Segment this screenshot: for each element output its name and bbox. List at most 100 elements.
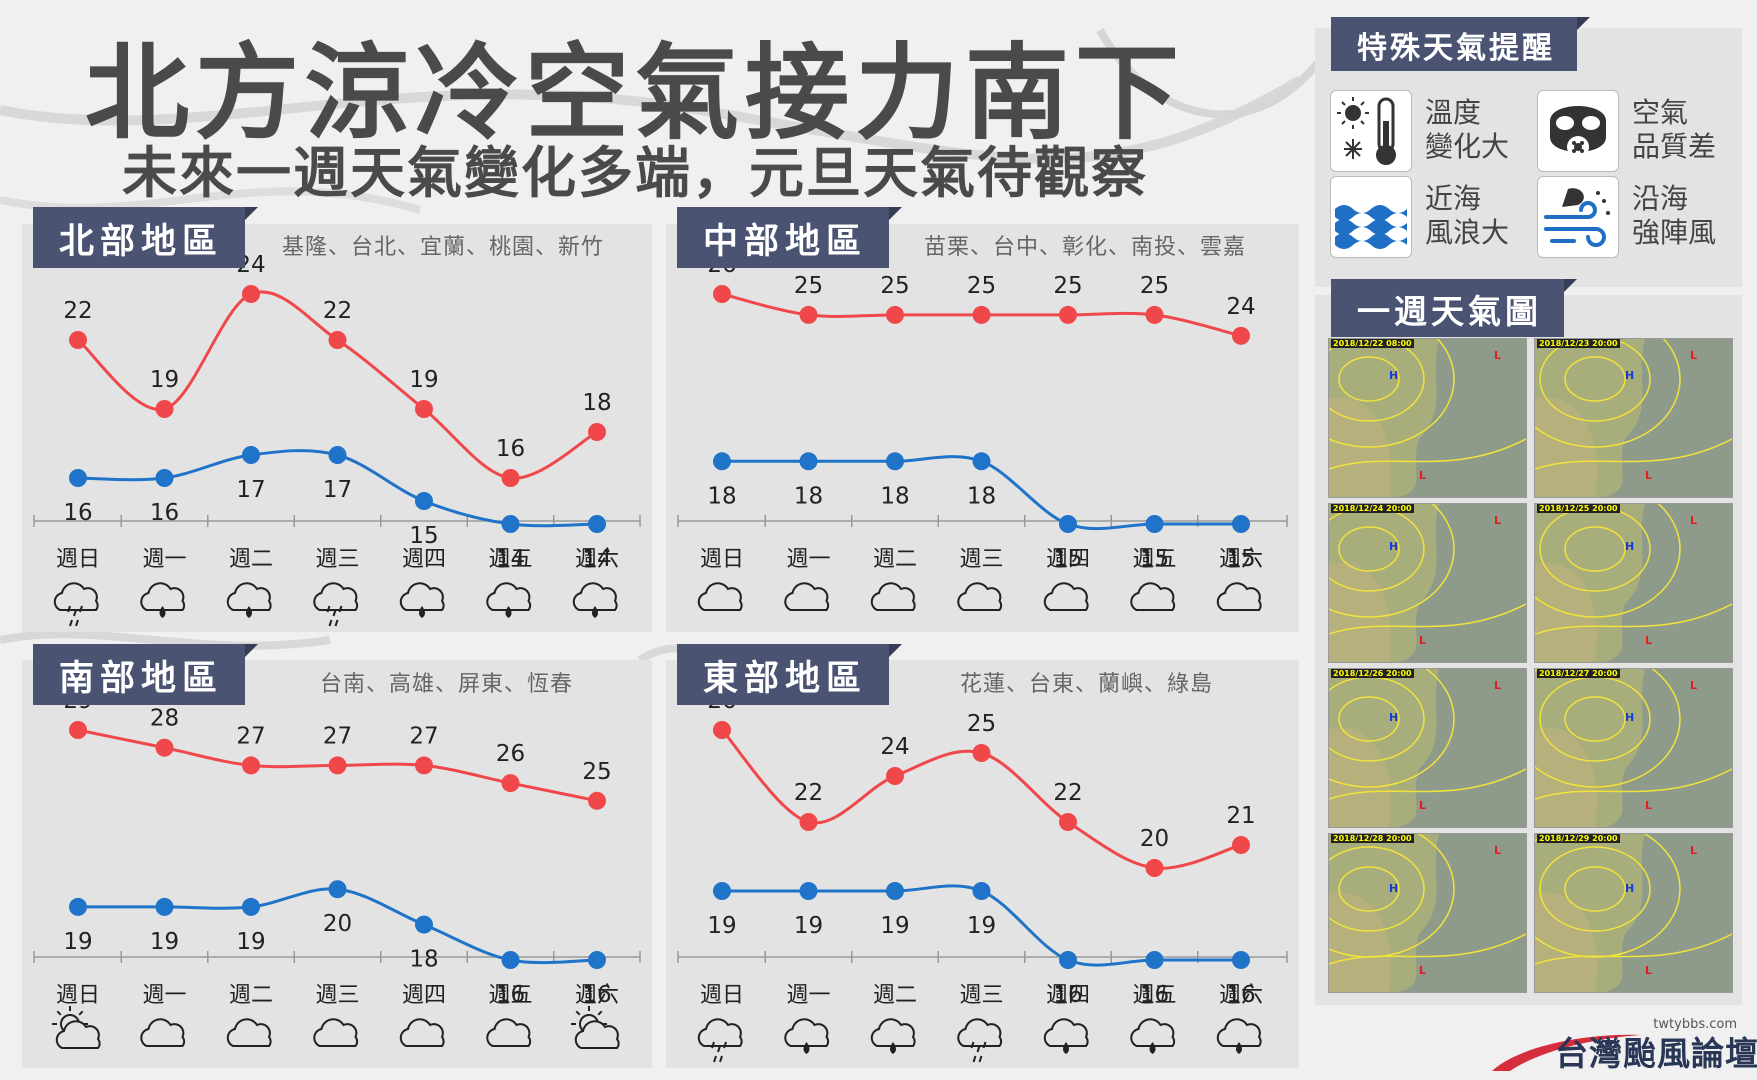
alert-temp-line2: 變化大 <box>1425 130 1510 163</box>
label-low-6: 14 <box>582 546 611 572</box>
label-low-0: 19 <box>707 913 736 939</box>
svg-text:L: L <box>1690 844 1697 857</box>
weather-map-1: H L L 2018/12/23 20:00 <box>1534 338 1733 498</box>
weather-icon-rain-5 <box>1130 1018 1176 1054</box>
day-label-6: 週六 <box>575 547 619 572</box>
alert-heading: 特殊天氣提醒 <box>1331 17 1590 71</box>
day-label-4: 週四 <box>402 547 446 572</box>
point-low-4 <box>1059 515 1077 533</box>
weather-icon-cloud-5 <box>1130 582 1176 611</box>
point-high-1 <box>155 738 174 757</box>
weather-map-2: H L L 2018/12/24 20:00 <box>1328 503 1527 663</box>
point-high-0 <box>713 721 731 739</box>
point-low-2 <box>242 446 260 464</box>
day-label-1: 週一 <box>786 983 830 1008</box>
point-low-4 <box>415 492 433 510</box>
label-low-3: 20 <box>323 911 352 937</box>
label-high-3: 27 <box>323 723 352 749</box>
weather-icon-rain-2 <box>870 1018 916 1054</box>
day-label-1: 週一 <box>142 983 186 1008</box>
point-high-6 <box>1232 326 1250 345</box>
region-tag-south: 南部地區 <box>33 644 259 705</box>
point-low-1 <box>155 469 174 487</box>
label-low-4: 15 <box>1053 546 1082 572</box>
weather-map-7: H L L 2018/12/29 20:00 <box>1534 833 1733 993</box>
weather-map-date-7: 2018/12/29 20:00 <box>1537 834 1620 843</box>
label-high-6: 18 <box>582 390 611 416</box>
point-low-5 <box>1145 951 1164 969</box>
weather-icon-cloud-6 <box>1216 582 1262 611</box>
svg-text:H: H <box>1625 882 1634 895</box>
weather-icon-sun-cloud-0 <box>52 1006 101 1049</box>
alert-temp-line1: 溫度 <box>1425 96 1482 129</box>
point-high-3 <box>328 331 347 349</box>
weather-map-date-6: 2018/12/28 20:00 <box>1331 834 1414 843</box>
thermometer-icon <box>1330 90 1412 172</box>
weather-map-date-0: 2018/12/22 08:00 <box>1331 339 1414 348</box>
label-low-1: 16 <box>150 500 179 526</box>
weather-map-date-4: 2018/12/26 20:00 <box>1331 669 1414 678</box>
label-low-5: 14 <box>496 546 525 572</box>
point-high-5 <box>1145 305 1164 324</box>
svg-text:H: H <box>1389 540 1398 553</box>
svg-text:H: H <box>1625 540 1634 553</box>
point-low-5 <box>501 951 520 969</box>
weather-icon-cloud-2 <box>870 582 916 611</box>
point-high-5 <box>501 469 520 487</box>
day-label-3: 週三 <box>315 547 359 572</box>
svg-text:L: L <box>1690 349 1697 362</box>
panel-central: 2625252525252418181818151515週日週一週二週三週四週五… <box>666 224 1299 632</box>
svg-text:L: L <box>1419 634 1426 647</box>
day-label-2: 週二 <box>873 547 917 572</box>
point-low-0 <box>69 897 87 916</box>
svg-text:L: L <box>1690 679 1697 692</box>
weather-map-4: H L L 2018/12/26 20:00 <box>1328 668 1527 828</box>
svg-text:L: L <box>1419 799 1426 812</box>
label-low-4: 16 <box>1053 982 1082 1008</box>
label-low-2: 19 <box>880 913 909 939</box>
alert-air-line1: 空氣 <box>1632 96 1689 129</box>
chart-south: 2928272727262519191920181616週日週一週二週三週四週五… <box>33 688 641 1049</box>
weekly-maps-heading: 一週天氣圖 <box>1331 279 1577 337</box>
day-label-0: 週日 <box>56 983 100 1008</box>
day-label-5: 週五 <box>488 547 532 572</box>
point-high-3 <box>328 756 347 775</box>
label-high-3: 25 <box>967 273 996 299</box>
label-low-0: 16 <box>63 500 92 526</box>
label-high-4: 22 <box>1053 780 1082 806</box>
point-low-0 <box>713 882 731 900</box>
day-label-2: 週二 <box>229 983 273 1008</box>
day-label-5: 週五 <box>1132 547 1176 572</box>
point-high-4 <box>415 400 433 418</box>
day-label-6: 週六 <box>1219 547 1263 572</box>
day-label-2: 週二 <box>229 547 273 572</box>
alert-panel: 溫度 變化大 空氣 品質差 近海 風浪大 <box>1315 28 1742 287</box>
label-high-3: 25 <box>967 711 996 737</box>
label-high-1: 22 <box>794 780 823 806</box>
point-high-1 <box>799 813 818 831</box>
svg-text:H: H <box>1389 711 1398 724</box>
label-low-5: 16 <box>1140 982 1169 1008</box>
day-label-0: 週日 <box>700 983 744 1008</box>
svg-text:H: H <box>1389 882 1398 895</box>
point-low-5 <box>501 515 520 533</box>
label-high-5: 20 <box>1140 826 1169 852</box>
svg-text:H: H <box>1625 711 1634 724</box>
weather-icon-cloud-0 <box>697 582 743 611</box>
weather-icon-rain-heavy-3 <box>313 582 359 627</box>
weather-icon-sun-cloud-6 <box>571 1006 620 1049</box>
day-label-1: 週一 <box>142 547 186 572</box>
weather-icon-rain-4 <box>399 582 445 618</box>
point-high-4 <box>1059 813 1077 831</box>
point-high-0 <box>69 721 87 739</box>
logo-text: 台灣颱風論壇 <box>1555 1034 1757 1073</box>
label-high-6: 25 <box>582 759 611 785</box>
weather-map-6: H L L 2018/12/28 20:00 <box>1328 833 1527 993</box>
point-low-2 <box>886 882 904 900</box>
point-high-1 <box>799 305 818 324</box>
day-label-0: 週日 <box>56 547 100 572</box>
point-high-3 <box>972 744 991 762</box>
page-subtitle: 未來一週天氣變化多端，元旦天氣待觀察 <box>122 141 1149 205</box>
point-high-2 <box>886 767 904 785</box>
day-label-6: 週六 <box>575 983 619 1008</box>
